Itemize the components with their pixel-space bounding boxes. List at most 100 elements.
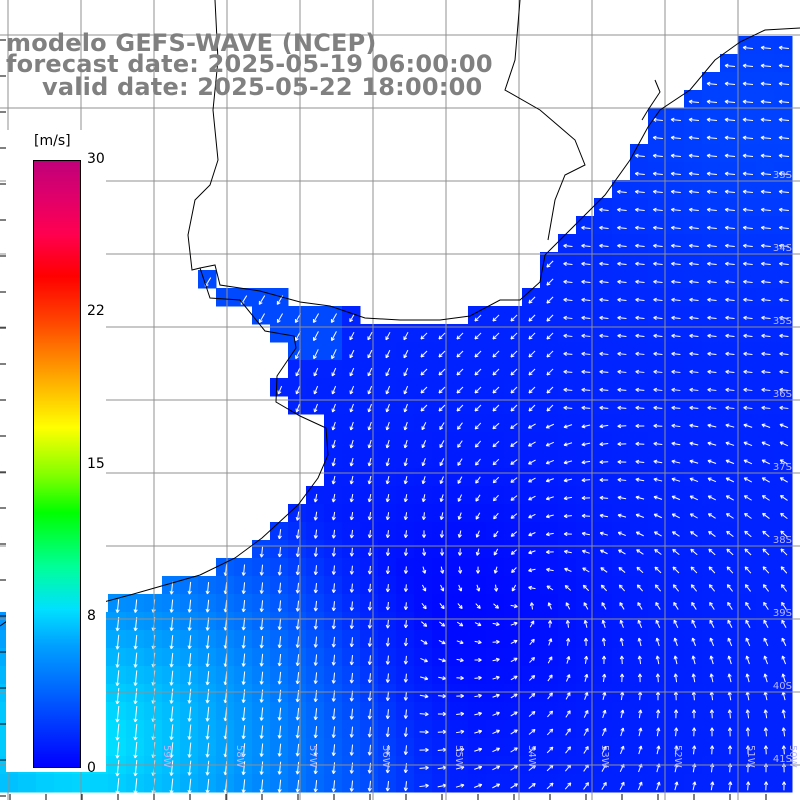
wind-arrow bbox=[566, 656, 571, 664]
wind-arrow bbox=[581, 315, 591, 320]
wind-arrow bbox=[674, 781, 679, 791]
wind-speed-cell bbox=[630, 234, 649, 253]
wind-speed-cell bbox=[468, 450, 487, 469]
wind-speed-cell bbox=[684, 198, 703, 217]
wind-speed-cell bbox=[468, 630, 487, 649]
wind-speed-cell bbox=[576, 540, 595, 559]
wind-arrow bbox=[779, 351, 789, 356]
wind-arrow bbox=[689, 513, 698, 519]
wind-arrow bbox=[385, 780, 390, 792]
wind-speed-cell bbox=[486, 738, 505, 757]
wind-speed-cell bbox=[504, 558, 523, 577]
wind-arrow bbox=[510, 404, 518, 412]
wind-speed-cell bbox=[504, 738, 523, 757]
wind-arrow bbox=[761, 315, 771, 320]
wind-speed-cell bbox=[666, 378, 685, 397]
wind-arrow bbox=[779, 441, 789, 447]
wind-speed-cell bbox=[630, 252, 649, 271]
wind-arrow bbox=[403, 584, 409, 592]
wind-arrow bbox=[258, 313, 266, 323]
wind-arrow bbox=[653, 243, 663, 248]
wind-arrow bbox=[438, 404, 446, 412]
wind-arrow bbox=[672, 584, 680, 592]
wind-arrow bbox=[455, 765, 465, 770]
wind-arrow bbox=[187, 581, 192, 595]
wind-speed-cell bbox=[612, 738, 631, 757]
wind-speed-cell bbox=[414, 720, 433, 739]
wind-arrow bbox=[724, 135, 736, 140]
wind-speed-cell bbox=[468, 396, 487, 415]
wind-speed-cell bbox=[180, 594, 199, 613]
wind-speed-cell bbox=[414, 612, 433, 631]
wind-arrow bbox=[259, 671, 264, 685]
wind-arrow bbox=[313, 385, 319, 395]
wind-arrow bbox=[349, 403, 354, 413]
wind-speed-cell bbox=[198, 702, 217, 721]
wind-arrow bbox=[277, 671, 282, 685]
wind-speed-cell bbox=[126, 666, 145, 685]
wind-arrow bbox=[638, 727, 643, 737]
wind-speed-cell bbox=[324, 612, 343, 631]
wind-speed-cell bbox=[324, 558, 343, 577]
wind-speed-cell bbox=[234, 612, 253, 631]
wind-speed-cell bbox=[522, 648, 541, 667]
wind-speed-cell bbox=[450, 432, 469, 451]
wind-arrow bbox=[691, 655, 696, 665]
wind-speed-cell bbox=[774, 126, 793, 145]
wind-speed-cell bbox=[774, 432, 793, 451]
wind-speed-cell bbox=[450, 684, 469, 703]
wind-arrow bbox=[295, 707, 300, 721]
wind-arrow bbox=[419, 712, 429, 717]
wind-speed-cell bbox=[378, 504, 397, 523]
wind-speed-cell bbox=[558, 648, 577, 667]
wind-arrow bbox=[778, 81, 790, 86]
wind-arrow bbox=[602, 673, 607, 683]
wind-speed-cell bbox=[504, 342, 523, 361]
wind-speed-cell bbox=[630, 180, 649, 199]
wind-speed-cell bbox=[720, 324, 739, 343]
wind-speed-cell bbox=[684, 504, 703, 523]
wind-speed-cell bbox=[648, 288, 667, 307]
wind-arrow bbox=[385, 421, 390, 431]
wind-speed-cell bbox=[450, 702, 469, 721]
wind-arrow bbox=[456, 675, 464, 681]
wind-arrow bbox=[403, 548, 409, 556]
wind-speed-cell bbox=[216, 738, 235, 757]
wind-arrow bbox=[349, 654, 354, 666]
wind-arrow bbox=[779, 369, 789, 374]
wind-speed-cell bbox=[702, 306, 721, 325]
wind-arrow bbox=[493, 603, 499, 609]
wind-arrow bbox=[475, 458, 481, 466]
wind-arrow bbox=[653, 333, 663, 338]
wind-speed-cell bbox=[396, 702, 415, 721]
wind-speed-cell bbox=[558, 288, 577, 307]
wind-speed-cell bbox=[342, 450, 361, 469]
wind-arrow bbox=[331, 439, 336, 449]
wind-speed-cell bbox=[504, 468, 523, 487]
wind-speed-cell bbox=[648, 252, 667, 271]
wind-arrow bbox=[205, 724, 210, 740]
wind-speed-cell bbox=[612, 180, 631, 199]
wind-arrow bbox=[707, 261, 717, 266]
wind-speed-cell bbox=[558, 414, 577, 433]
wind-arrow bbox=[673, 602, 679, 610]
wind-speed-cell bbox=[576, 504, 595, 523]
wind-speed-cell bbox=[288, 612, 307, 631]
wind-speed-cell bbox=[288, 504, 307, 523]
wind-speed-cell bbox=[648, 396, 667, 415]
wind-arrow bbox=[385, 566, 391, 575]
wind-arrow bbox=[710, 781, 715, 791]
wind-speed-cell bbox=[648, 360, 667, 379]
wind-speed-cell bbox=[522, 396, 541, 415]
wind-arrow bbox=[349, 475, 354, 485]
wind-arrow bbox=[187, 760, 192, 776]
wind-speed-cell bbox=[540, 396, 559, 415]
wind-arrow bbox=[528, 746, 536, 753]
wind-arrow bbox=[689, 315, 699, 320]
wind-speed-cell bbox=[594, 270, 613, 289]
wind-arrow bbox=[653, 513, 663, 519]
wind-arrow bbox=[655, 619, 661, 628]
wind-speed-cell bbox=[450, 648, 469, 667]
wind-arrow bbox=[780, 566, 788, 574]
